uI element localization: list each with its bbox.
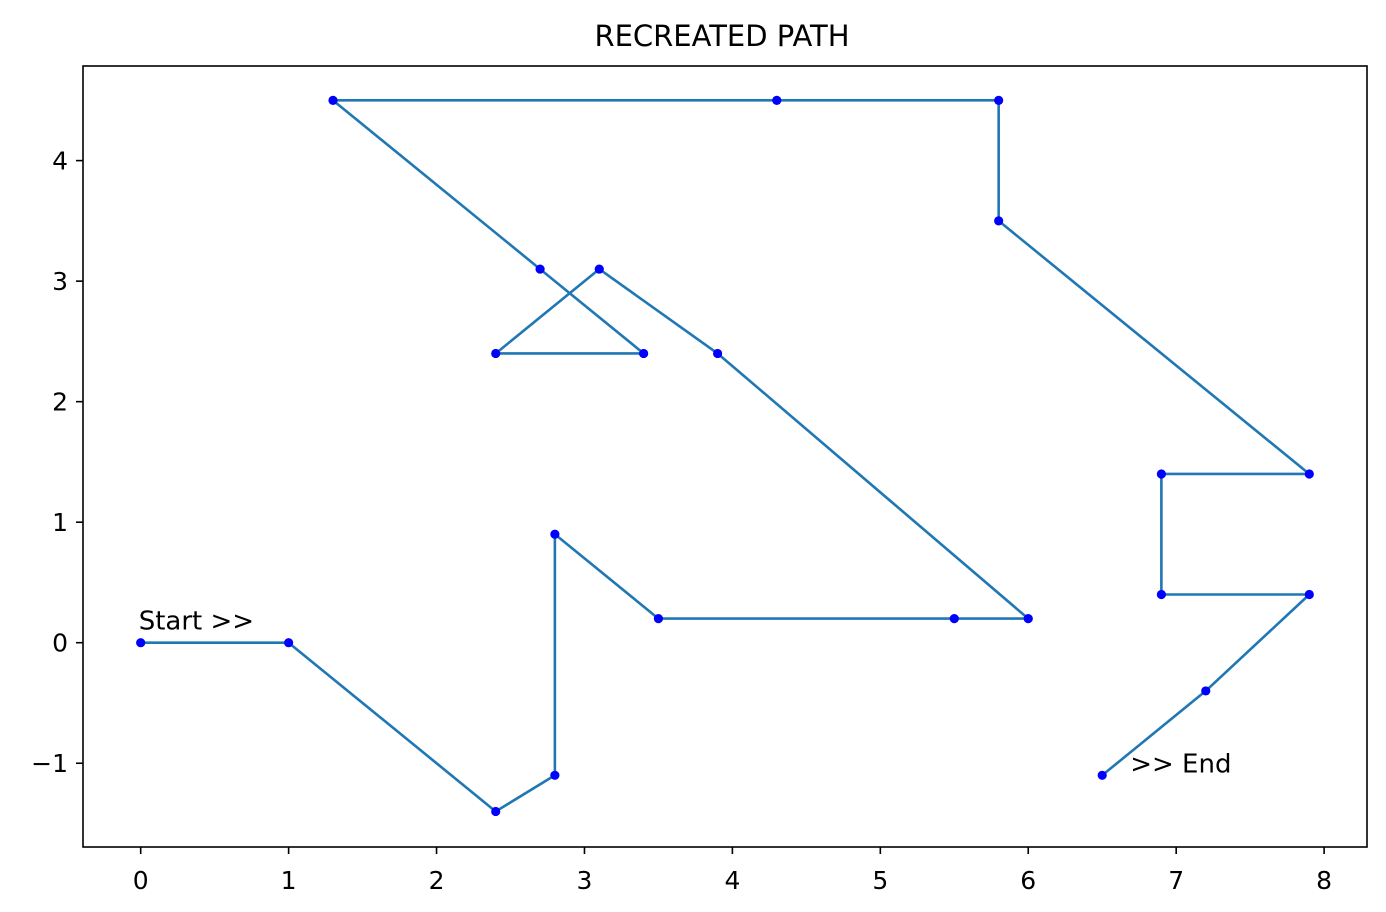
path-line xyxy=(139,99,1311,813)
path-point xyxy=(328,95,338,105)
y-tick-label: 1 xyxy=(52,508,68,537)
path-point xyxy=(949,614,959,624)
x-axis: 0 1 2 3 4 5 6 7 8 xyxy=(133,847,1332,895)
x-tick-label: 6 xyxy=(1020,866,1036,895)
path-point xyxy=(713,348,723,359)
x-tick-label: 0 xyxy=(133,866,149,895)
path-point xyxy=(284,638,294,648)
x-tick-label: 2 xyxy=(429,866,445,895)
path-point xyxy=(491,348,501,359)
x-tick-label: 7 xyxy=(1168,866,1184,895)
start-annotation: Start >> xyxy=(139,607,254,637)
series-layer xyxy=(136,95,1314,817)
path-point xyxy=(491,806,501,817)
path-point xyxy=(1304,469,1314,479)
path-point xyxy=(994,216,1004,226)
path-point xyxy=(1023,614,1033,624)
y-tick-label: 2 xyxy=(52,388,68,417)
end-annotation: >> End xyxy=(1130,749,1231,779)
path-point xyxy=(136,638,146,648)
path-point xyxy=(535,264,545,274)
y-axis: −1 0 1 2 3 4 xyxy=(31,147,83,778)
path-point xyxy=(1304,589,1314,600)
x-tick-label: 4 xyxy=(724,866,740,895)
y-tick-label: 3 xyxy=(52,267,68,296)
annotations: Start >> >> End xyxy=(139,607,1232,780)
y-tick-label: −1 xyxy=(31,749,68,778)
path-point xyxy=(1156,589,1166,600)
path-point xyxy=(550,529,560,539)
path-point xyxy=(772,95,782,105)
path-point xyxy=(594,264,604,274)
x-tick-label: 1 xyxy=(281,866,297,895)
x-tick-label: 5 xyxy=(872,866,888,895)
path-point xyxy=(1156,469,1166,479)
x-tick-label: 8 xyxy=(1316,866,1332,895)
path-point xyxy=(653,614,664,624)
y-tick-label: 0 xyxy=(52,629,68,658)
plot-frame xyxy=(82,65,1368,848)
path-point xyxy=(639,348,649,359)
path-point xyxy=(1097,770,1107,780)
chart-title: RECREATED PATH xyxy=(594,19,849,53)
path-point xyxy=(550,770,560,780)
path-point xyxy=(1201,686,1211,696)
x-tick-label: 3 xyxy=(577,866,593,895)
y-tick-label: 4 xyxy=(52,147,68,176)
path-point xyxy=(994,95,1004,105)
